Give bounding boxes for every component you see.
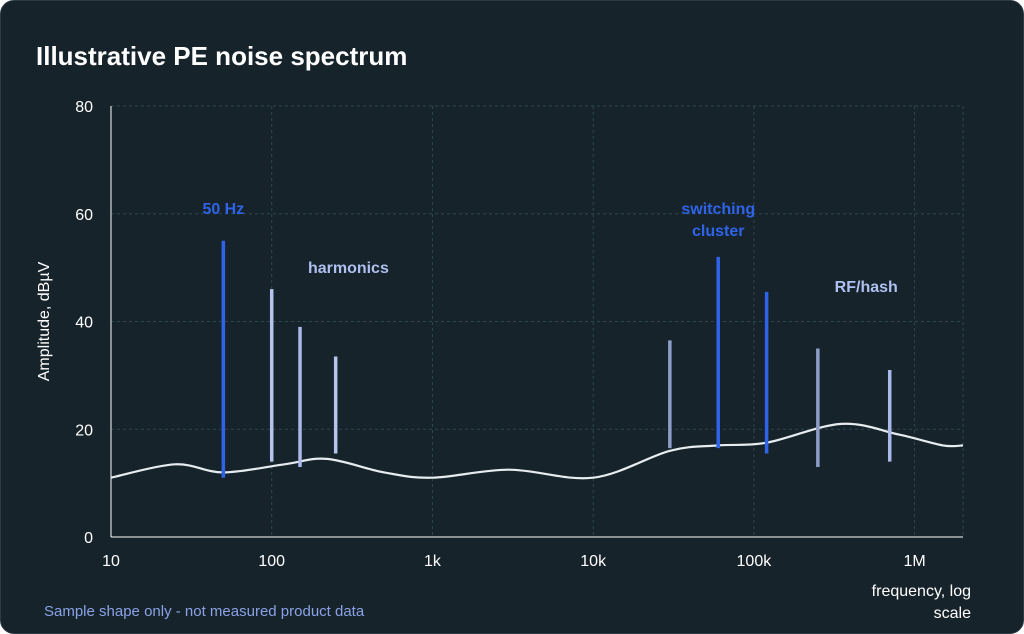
x-tick-label: 100 xyxy=(258,553,285,570)
x-tick-label: 1k xyxy=(424,553,442,570)
x-axis-label-line1: frequency, log xyxy=(872,583,971,600)
y-tick-label: 80 xyxy=(75,99,93,116)
annotation-label: cluster xyxy=(692,223,744,240)
x-tick-label: 10k xyxy=(580,553,607,570)
y-tick-label: 60 xyxy=(75,207,93,224)
annotation-label: 50 Hz xyxy=(202,201,244,218)
noise-floor-curve xyxy=(110,422,964,480)
x-tick-label: 1M xyxy=(904,553,926,570)
disclaimer-footnote: Sample shape only - not measured product… xyxy=(44,603,365,620)
y-tick-label: 0 xyxy=(84,530,93,547)
x-tick-label: 10 xyxy=(102,553,120,570)
annotation-label: harmonics xyxy=(308,260,389,277)
x-tick-label: 100k xyxy=(737,553,773,570)
annotation-label: RF/hash xyxy=(835,279,898,296)
chart-title: Illustrative PE noise spectrum xyxy=(36,41,408,71)
annotation-label: switching xyxy=(681,201,755,218)
y-tick-label: 20 xyxy=(75,422,93,439)
x-axis-label-line2: scale xyxy=(934,605,971,622)
y-tick-label: 40 xyxy=(75,315,93,332)
y-axis-label: Amplitude, dBµV xyxy=(36,261,53,381)
